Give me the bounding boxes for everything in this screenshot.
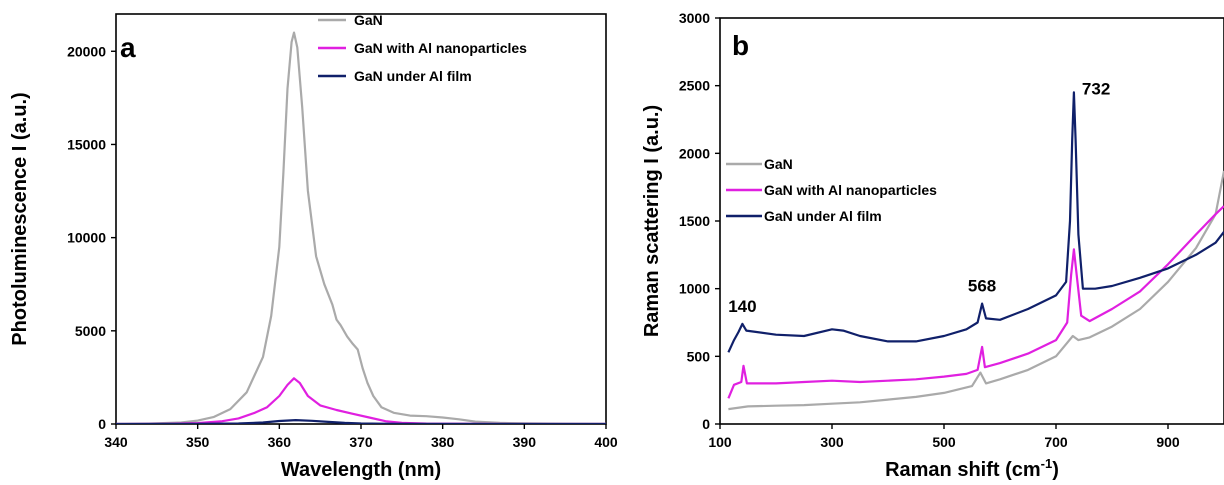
series-line-gan-under-al-film [116, 419, 606, 424]
x-tick-label: 360 [268, 434, 292, 450]
x-axis-label-end: ) [1052, 459, 1059, 481]
peak-annotation: 732 [1082, 79, 1110, 98]
x-tick-label: 390 [513, 434, 537, 450]
series-line-gan-under-al-film [727, 91, 1224, 353]
legend-entry-label: GaN with Al nanoparticles [354, 40, 527, 56]
series-line-gan [116, 31, 606, 424]
y-tick-label: 0 [98, 416, 106, 432]
chart-panel-a: 340 350 360 370 380 390 400 0 5000 10000 15000 2000… [9, 12, 618, 481]
x-tick-label: 380 [431, 434, 455, 450]
chart-panel-b: 100 300 500 700 900 0 500 1000 1500 2000 2500 3000 R… [641, 10, 1224, 481]
legend-entry-label: GaN [354, 12, 383, 28]
x-axis-label: Raman shift (cm-1) [885, 456, 1059, 481]
peak-annotation: 140 [728, 297, 756, 316]
y-tick-label: 500 [687, 348, 711, 364]
panel-label: b [732, 30, 749, 61]
x-tick-label: 350 [186, 434, 210, 450]
y-tick-label: 10000 [67, 230, 106, 246]
x-tick-label: 400 [594, 434, 618, 450]
y-tick-label: 15000 [67, 136, 106, 152]
y-axis-label: Photoluminescence I (a.u.) [9, 92, 31, 345]
y-tick-label: 3000 [679, 10, 710, 26]
legend-entry-label: GaN under Al film [764, 208, 882, 224]
y-tick-label: 2000 [679, 145, 710, 161]
legend-entry-label: GaN [764, 156, 793, 172]
x-tick-label: 100 [708, 434, 732, 450]
y-axis-label: Raman scattering I (a.u.) [641, 105, 663, 337]
x-tick-label: 340 [104, 434, 128, 450]
legend-entry-label: GaN with Al nanoparticles [764, 182, 937, 198]
legend-entry-label: GaN under Al film [354, 68, 472, 84]
x-tick-label: 500 [932, 434, 956, 450]
series-line-gan-with-al-nanoparticles [727, 205, 1224, 399]
y-tick-label: 1500 [679, 213, 710, 229]
x-axis-label-superscript: -1 [1041, 456, 1053, 471]
x-tick-label: 300 [820, 434, 844, 450]
y-tick-label: 5000 [75, 323, 106, 339]
peak-annotation: 568 [968, 277, 996, 296]
panel-label: a [120, 32, 136, 63]
y-tick-label: 20000 [67, 43, 106, 59]
x-tick-label: 900 [1156, 434, 1180, 450]
x-axis-label-text: Raman shift (cm [885, 459, 1041, 481]
y-tick-label: 0 [702, 416, 710, 432]
series-line-gan [728, 170, 1224, 411]
x-tick-label: 370 [349, 434, 373, 450]
y-tick-label: 2500 [679, 78, 710, 94]
x-axis-label: Wavelength (nm) [281, 459, 441, 481]
x-tick-label: 700 [1044, 434, 1068, 450]
series-line-gan-with-al-nanoparticles [116, 377, 606, 424]
y-tick-label: 1000 [679, 281, 710, 297]
